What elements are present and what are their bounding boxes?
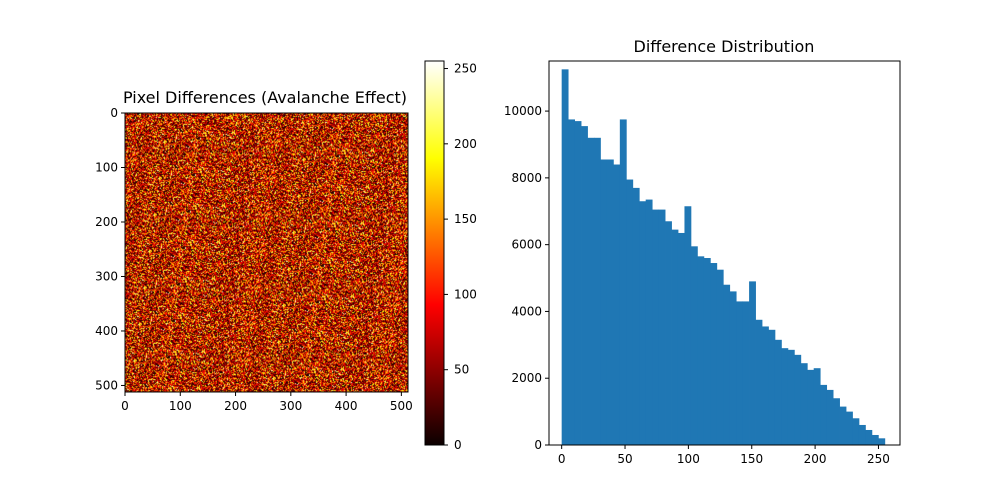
histogram-y-tick-label: 0 <box>534 438 542 452</box>
histogram-bar <box>677 232 685 445</box>
colorbar-frame <box>424 60 445 446</box>
histogram-bar <box>865 429 873 445</box>
histogram-bar <box>613 164 621 445</box>
heatmap-frame <box>124 112 409 393</box>
histogram-bar <box>762 326 769 445</box>
histogram-bar <box>606 159 614 446</box>
heatmap-x-tick-label: 100 <box>169 399 192 413</box>
colorbar-tick-label: 50 <box>454 363 469 377</box>
histogram-y-tick-label: 8000 <box>511 171 542 185</box>
heatmap-y-axis: 0 100 200 300 400 500 <box>95 106 125 392</box>
heatmap-x-tick-label: 500 <box>390 399 413 413</box>
histogram-bar <box>716 269 724 445</box>
histogram-bar <box>858 424 866 445</box>
histogram-x-tick-label: 50 <box>617 452 632 466</box>
histogram-y-tick-label: 4000 <box>511 304 542 318</box>
colorbar-axis: 0 50 100 150 200 250 <box>444 62 477 452</box>
histogram-title: Difference Distribution <box>634 37 815 56</box>
histogram-frame <box>548 60 901 446</box>
histogram-bar <box>581 126 588 446</box>
heatmap-y-tick-label: 500 <box>95 378 118 392</box>
histogram-x-tick-label: 100 <box>677 452 700 466</box>
histogram-bar <box>568 119 575 445</box>
histogram-y-tick-label: 2000 <box>511 371 542 385</box>
colorbar-tick-label: 200 <box>454 137 477 151</box>
histogram-bar <box>768 329 776 445</box>
heatmap-image <box>125 113 408 392</box>
histogram-x-tick-label: 200 <box>804 452 827 466</box>
histogram-bar <box>800 363 808 445</box>
histogram-bar <box>846 411 853 445</box>
histogram-bar <box>774 339 782 445</box>
histogram-bar <box>587 137 595 446</box>
heatmap-y-tick-label: 400 <box>95 324 118 338</box>
histogram-bar <box>645 199 653 445</box>
histogram-y-tick-label: 10000 <box>504 104 542 118</box>
histogram-bar <box>852 418 860 445</box>
colorbar: 0 50 100 150 200 250 <box>424 60 477 452</box>
heatmap-panel: Pixel Differences (Avalanche Effect) 0 10… <box>95 88 413 413</box>
colorbar-tick-label: 0 <box>454 438 462 452</box>
histogram-bar <box>749 281 756 445</box>
histogram-bar <box>632 187 640 445</box>
histogram-bar <box>723 284 731 445</box>
histogram-bar <box>755 319 763 445</box>
histogram-bar <box>639 201 647 445</box>
histogram-bar <box>684 206 692 445</box>
heatmap-y-tick-label: 200 <box>95 215 118 229</box>
heatmap-title: Pixel Differences (Avalanche Effect) <box>123 88 407 107</box>
histogram-bar <box>781 348 789 445</box>
histogram-x-tick-label: 150 <box>740 452 763 466</box>
histogram-bar <box>658 209 666 445</box>
histogram-x-axis: 0 50 100 150 200 250 <box>558 445 890 466</box>
heatmap-x-axis: 0 100 200 300 400 500 <box>121 392 413 413</box>
colorbar-tick-label: 150 <box>454 212 477 226</box>
colorbar-gradient <box>425 61 444 445</box>
histogram-bar <box>826 389 834 445</box>
histogram-bar <box>626 179 634 445</box>
histogram-bar <box>878 438 886 445</box>
heatmap-y-tick-label: 100 <box>95 160 118 174</box>
heatmap-x-tick-label: 200 <box>224 399 247 413</box>
histogram-x-tick-label: 250 <box>867 452 890 466</box>
histogram-bar <box>690 246 698 445</box>
histogram-bar <box>871 434 879 445</box>
histogram-bar <box>820 384 828 445</box>
histogram-bar <box>729 291 737 445</box>
histogram-panel: Difference Distribution 0 50 100 150 200 250 … <box>504 37 901 466</box>
colorbar-tick-label: 250 <box>454 62 477 76</box>
histogram-bar <box>561 69 569 445</box>
heatmap-x-tick-label: 300 <box>279 399 302 413</box>
histogram-bar <box>697 256 705 445</box>
histogram-bar <box>813 368 821 445</box>
histogram-bar <box>833 398 840 445</box>
histogram-bar <box>703 258 711 445</box>
histogram-bar <box>794 354 802 445</box>
histogram-x-tick-label: 0 <box>558 452 566 466</box>
histogram-bar <box>787 349 795 445</box>
histogram-y-axis: 0 2000 4000 6000 8000 10000 <box>504 104 549 452</box>
heatmap-y-tick-label: 0 <box>110 106 118 120</box>
histogram-bar <box>742 301 750 445</box>
histogram-y-tick-label: 6000 <box>511 238 542 252</box>
colorbar-tick-label: 100 <box>454 287 477 301</box>
histogram-bar <box>665 221 672 445</box>
histogram-bar <box>710 263 718 445</box>
heatmap-x-tick-label: 0 <box>121 399 129 413</box>
histogram-bar <box>807 369 815 445</box>
histogram-bar <box>671 229 679 445</box>
histogram-bar <box>839 406 847 445</box>
histogram-bar <box>574 121 582 446</box>
heatmap-y-tick-label: 300 <box>95 269 118 283</box>
histogram-bars <box>561 69 886 446</box>
histogram-bar <box>593 137 601 446</box>
histogram-bar <box>600 159 608 446</box>
heatmap-x-tick-label: 400 <box>335 399 358 413</box>
histogram-bar <box>619 119 627 445</box>
histogram-bar <box>652 209 660 445</box>
histogram-bar <box>736 301 744 445</box>
